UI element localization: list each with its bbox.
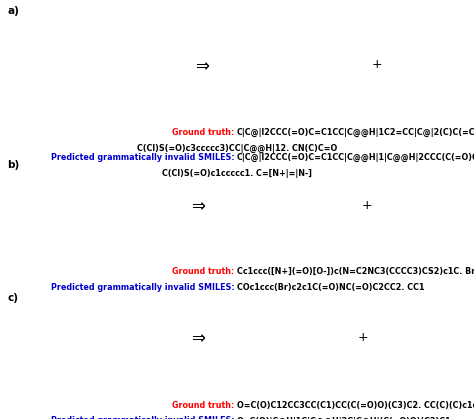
Text: C(Cl)S(=O)c1ccccc1. C=[N+|=|N-]: C(Cl)S(=O)c1ccccc1. C=[N+|=|N-] [162, 169, 312, 178]
Text: C(Cl)S(=O)c3ccccc3)CC|C@@H|12. CN(C)C=O: C(Cl)S(=O)c3ccccc3)CC|C@@H|12. CN(C)C=O [137, 144, 337, 153]
Bar [367, 306, 460, 383]
Text: C|C@|l2CCC(=O)C=C1CC|C@@H|1C2=CC|C@|2(C)C(=C(Cl): C|C@|l2CCC(=O)C=C1CC|C@@H|1C2=CC|C@|2(C)… [237, 128, 474, 137]
Bar [19, 163, 171, 258]
Text: +: + [357, 331, 368, 344]
Text: Predicted grammatically invalid SMILES:: Predicted grammatically invalid SMILES: [51, 283, 237, 292]
Text: b): b) [7, 160, 19, 171]
Bar [216, 163, 348, 258]
Text: Cc1ccc([N+](=O)[O-])c(N=C2NC3(CCCC3)CS2)c1C. BrC1CCCC1: Cc1ccc([N+](=O)[O-])c(N=C2NC3(CCCC3)CS2)… [237, 267, 474, 276]
Text: +: + [362, 199, 373, 212]
Bar [389, 34, 462, 94]
Bar [19, 10, 175, 117]
Text: Predicted grammatically invalid SMILES:: Predicted grammatically invalid SMILES: [51, 153, 237, 162]
Bar [218, 10, 360, 117]
Text: Ground truth:: Ground truth: [172, 401, 237, 410]
Text: $\Rightarrow$: $\Rightarrow$ [188, 328, 206, 346]
Bar [216, 297, 346, 392]
Bar [367, 180, 462, 245]
Text: +: + [372, 58, 382, 72]
Text: O=C(O)|C@H|1C|C@@H|2C|C@H|(C(=O)O)(C2)C1.: O=C(O)|C@H|1C|C@@H|2C|C@H|(C(=O)O)(C2)C1… [237, 416, 455, 419]
Text: $\Rightarrow$: $\Rightarrow$ [188, 197, 206, 214]
Text: COc1ccc(Br)c2c1C(=O)NC(=O)C2CC2. CC1: COc1ccc(Br)c2c1C(=O)NC(=O)C2CC2. CC1 [237, 283, 425, 292]
Text: c): c) [7, 293, 18, 303]
Bar [19, 297, 171, 392]
Text: Ground truth:: Ground truth: [172, 128, 237, 137]
Text: C|C@|l2CCC(=O)C=C1CC|C@@H|1|C@@H|2CCC(C(=O)O): C|C@|l2CCC(=O)C=C1CC|C@@H|1|C@@H|2CCC(C(… [237, 153, 474, 162]
Text: O=C(O)C12CC3CC(C1)CC(C(=O)O)(C3)C2. CC(C)(C)c1ccccc1N1CCNCC1: O=C(O)C12CC3CC(C1)CC(C(=O)O)(C3)C2. CC(C… [237, 401, 474, 410]
Text: Ground truth:: Ground truth: [172, 267, 237, 276]
Text: $\Rightarrow$: $\Rightarrow$ [192, 56, 210, 74]
Text: Predicted grammatically invalid SMILES:: Predicted grammatically invalid SMILES: [51, 416, 237, 419]
Text: a): a) [7, 6, 19, 16]
